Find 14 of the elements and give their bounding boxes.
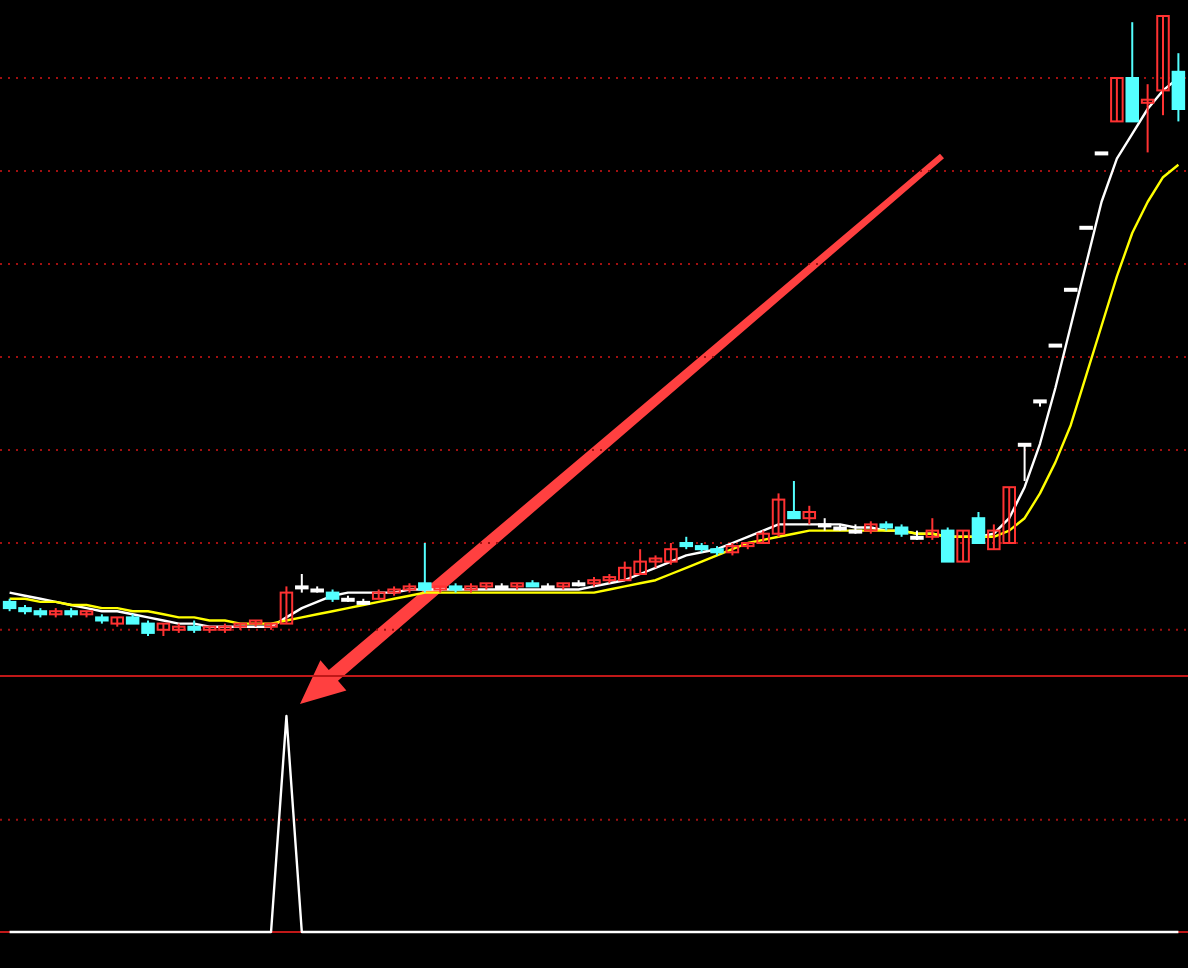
- candlestick: [925, 517, 940, 541]
- candlestick: [1156, 15, 1170, 117]
- candlestick: [787, 480, 801, 520]
- candlestick: [802, 504, 817, 526]
- candlestick: [1110, 77, 1124, 123]
- candlestick: [295, 573, 309, 594]
- candlestick: [971, 511, 986, 544]
- candlestick: [1140, 83, 1155, 154]
- candlestick: [1125, 21, 1140, 123]
- candlestick: [418, 542, 432, 594]
- candlestick: [956, 529, 970, 563]
- candlestick: [1017, 442, 1032, 482]
- candlestick: [940, 526, 955, 563]
- candlestick: [1171, 52, 1186, 123]
